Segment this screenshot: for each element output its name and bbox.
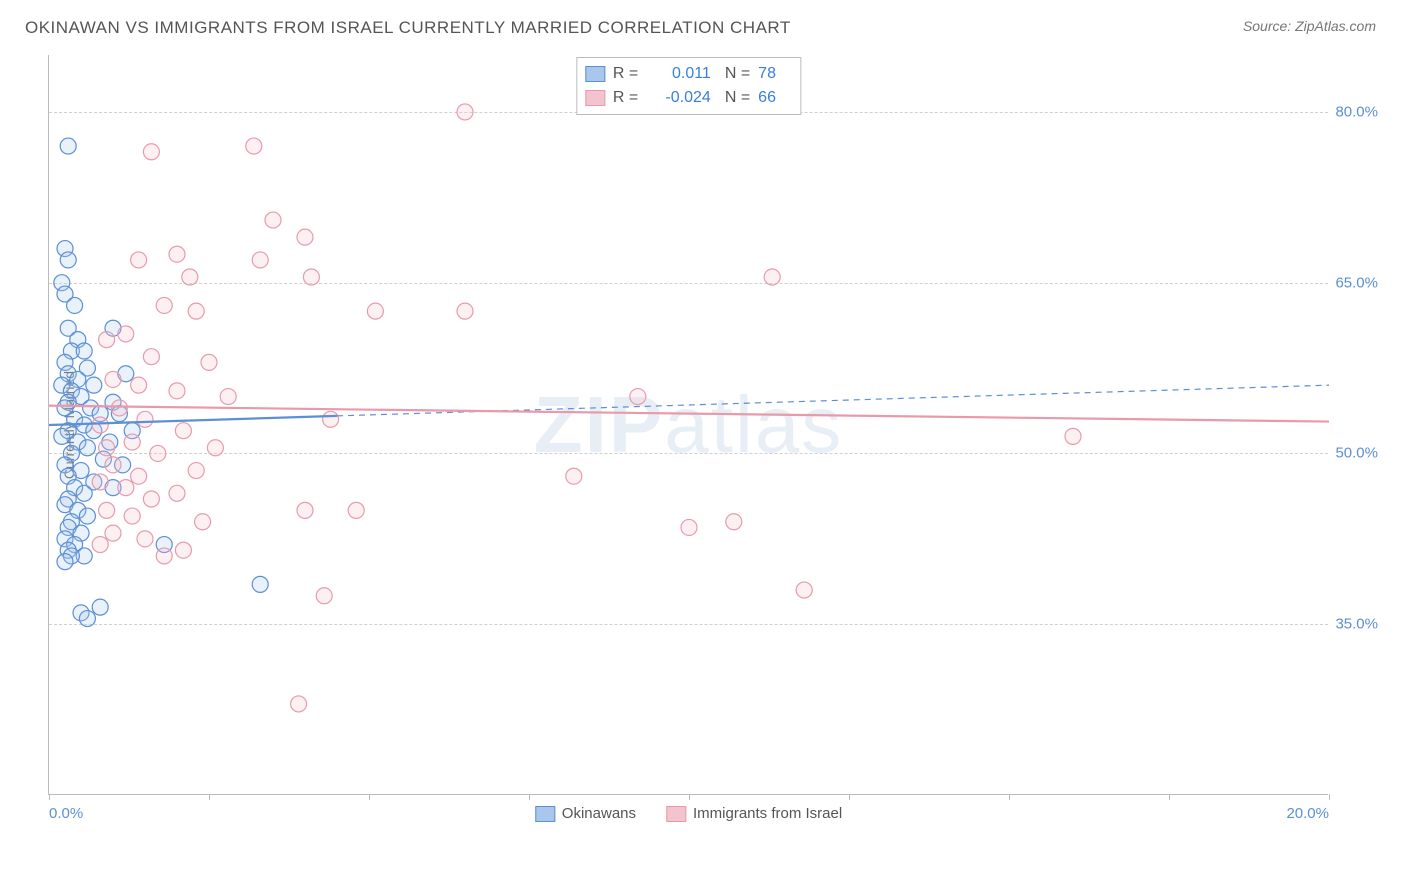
legend-item-israel: Immigrants from Israel	[666, 805, 842, 822]
n-label: N =	[725, 86, 750, 110]
stats-row-okinawans: R = 0.011 N = 78	[585, 62, 788, 86]
chart-header: OKINAWAN VS IMMIGRANTS FROM ISRAEL CURRE…	[0, 0, 1406, 46]
r-label: R =	[613, 62, 643, 86]
stats-legend: R = 0.011 N = 78 R = -0.024 N = 66	[576, 57, 801, 115]
scatter-svg	[49, 55, 1329, 795]
plot-area: Currently Married 35.0%50.0%65.0%80.0% 0…	[48, 55, 1328, 795]
swatch-israel	[585, 90, 605, 106]
series-legend: Okinawans Immigrants from Israel	[535, 805, 842, 822]
swatch-israel-icon	[666, 806, 686, 822]
swatch-okinawans-icon	[535, 806, 555, 822]
r-value-israel: -0.024	[651, 86, 711, 110]
stats-row-israel: R = -0.024 N = 66	[585, 86, 788, 110]
n-value-israel: 66	[758, 86, 788, 110]
chart-container: Currently Married 35.0%50.0%65.0%80.0% 0…	[48, 55, 1378, 815]
legend-item-okinawans: Okinawans	[535, 805, 636, 822]
n-label: N =	[725, 62, 750, 86]
swatch-okinawans	[585, 66, 605, 82]
r-label: R =	[613, 86, 643, 110]
chart-title: OKINAWAN VS IMMIGRANTS FROM ISRAEL CURRE…	[25, 18, 791, 38]
n-value-okinawans: 78	[758, 62, 788, 86]
legend-label-israel: Immigrants from Israel	[693, 805, 842, 822]
source-attribution: Source: ZipAtlas.com	[1243, 18, 1376, 34]
legend-label-okinawans: Okinawans	[562, 805, 636, 822]
r-value-okinawans: 0.011	[651, 62, 711, 86]
